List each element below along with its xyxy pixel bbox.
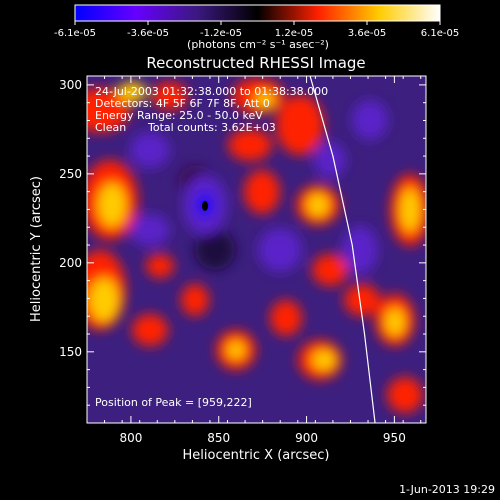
colorbar-tick-label: 3.6e-05 <box>348 28 386 39</box>
heatmap-blob <box>130 132 170 168</box>
colorbar-tick-label: 6.1e-05 <box>421 28 459 39</box>
annotation-counts: Total counts: 3.62E+03 <box>147 121 276 134</box>
heatmap-blob <box>146 254 174 278</box>
y-tick-label: 250 <box>59 167 82 181</box>
y-axis-label: Heliocentric Y (arcsec) <box>29 176 44 322</box>
heatmap-blob <box>307 193 329 217</box>
x-axis-tick-labels: 800 850 900 950 <box>119 431 405 445</box>
solar-limb-curve <box>309 76 376 423</box>
heatmap-minimum-core <box>202 201 208 211</box>
heatmap-blob <box>195 230 235 270</box>
heatmap-blob <box>181 284 209 316</box>
chart-title: Reconstructed RHESSI Image <box>146 54 365 72</box>
colorbar-tick-label: -6.1e-05 <box>54 28 96 39</box>
colorbar <box>74 4 441 22</box>
heatmap-blob <box>385 308 405 336</box>
heatmap-blob <box>244 170 280 214</box>
heatmap-blob <box>228 129 272 161</box>
annotation-energy: Energy Range: 25.0 - 50.0 keV <box>95 109 263 122</box>
heatmap-blob <box>342 226 378 274</box>
colorbar-tick-label: 1.2e-05 <box>275 28 313 39</box>
x-tick-label: 900 <box>295 431 318 445</box>
colorbar-tick-label: -1.2e-05 <box>200 28 242 39</box>
heatmap-blob <box>89 278 119 322</box>
heatmap-blob <box>258 228 302 272</box>
heatmap-blob <box>400 188 420 232</box>
annotation-time: 24-Jul-2003 01:32:38.000 to 01:38:38.000 <box>95 85 328 98</box>
heatmap-blob <box>352 100 388 140</box>
heatmap-blob <box>270 300 302 336</box>
heatmap-blob <box>227 341 245 359</box>
annotation-detectors: Detectors: 4F 5F 6F 7F 8F, Att 0 <box>95 97 270 110</box>
colorbar-labels: -6.1e-05 -3.6e-05 -1.2e-05 1.2e-05 3.6e-05 6.… <box>54 28 459 39</box>
y-axis-ticks <box>87 84 426 424</box>
x-tick-label: 850 <box>207 431 230 445</box>
footer-date: 1-Jun-2013 19:29 <box>399 483 495 496</box>
y-tick-label: 200 <box>59 256 82 270</box>
annotation-peak: Position of Peak = [959,222] <box>95 396 252 409</box>
plot-frame <box>86 75 427 424</box>
x-tick-label: 800 <box>119 431 142 445</box>
heatmap-blob <box>312 350 336 370</box>
colorbar-tick-label: -3.6e-05 <box>127 28 169 39</box>
heatmap-blob <box>87 88 130 132</box>
y-tick-label: 150 <box>59 345 82 359</box>
y-tick-label: 300 <box>59 78 82 92</box>
heatmap-blob <box>98 183 126 227</box>
heatmap-layer <box>87 78 426 413</box>
heatmap-blob <box>387 377 423 413</box>
heatmap-blob <box>344 284 380 316</box>
heatmap-blob <box>152 82 188 110</box>
heatmap-blob <box>276 95 324 155</box>
heatmap-blob <box>130 214 170 246</box>
colorbar-ticks <box>74 21 441 25</box>
x-axis-label: Heliocentric X (arcsec) <box>183 448 330 463</box>
annotation-method: Clean <box>95 121 126 134</box>
heatmap-blob <box>255 92 275 108</box>
heatmap-blob <box>312 254 348 286</box>
heatmap-blob <box>314 142 346 178</box>
x-axis-ticks <box>86 76 422 423</box>
y-axis-tick-labels: 150 200 250 300 <box>59 78 82 359</box>
x-tick-label: 950 <box>383 431 406 445</box>
heatmap-blob <box>118 82 146 102</box>
colorbar-unit-label: (photons cm⁻² s⁻¹ asec⁻²) <box>187 38 329 51</box>
heatmap-blob <box>132 314 168 346</box>
